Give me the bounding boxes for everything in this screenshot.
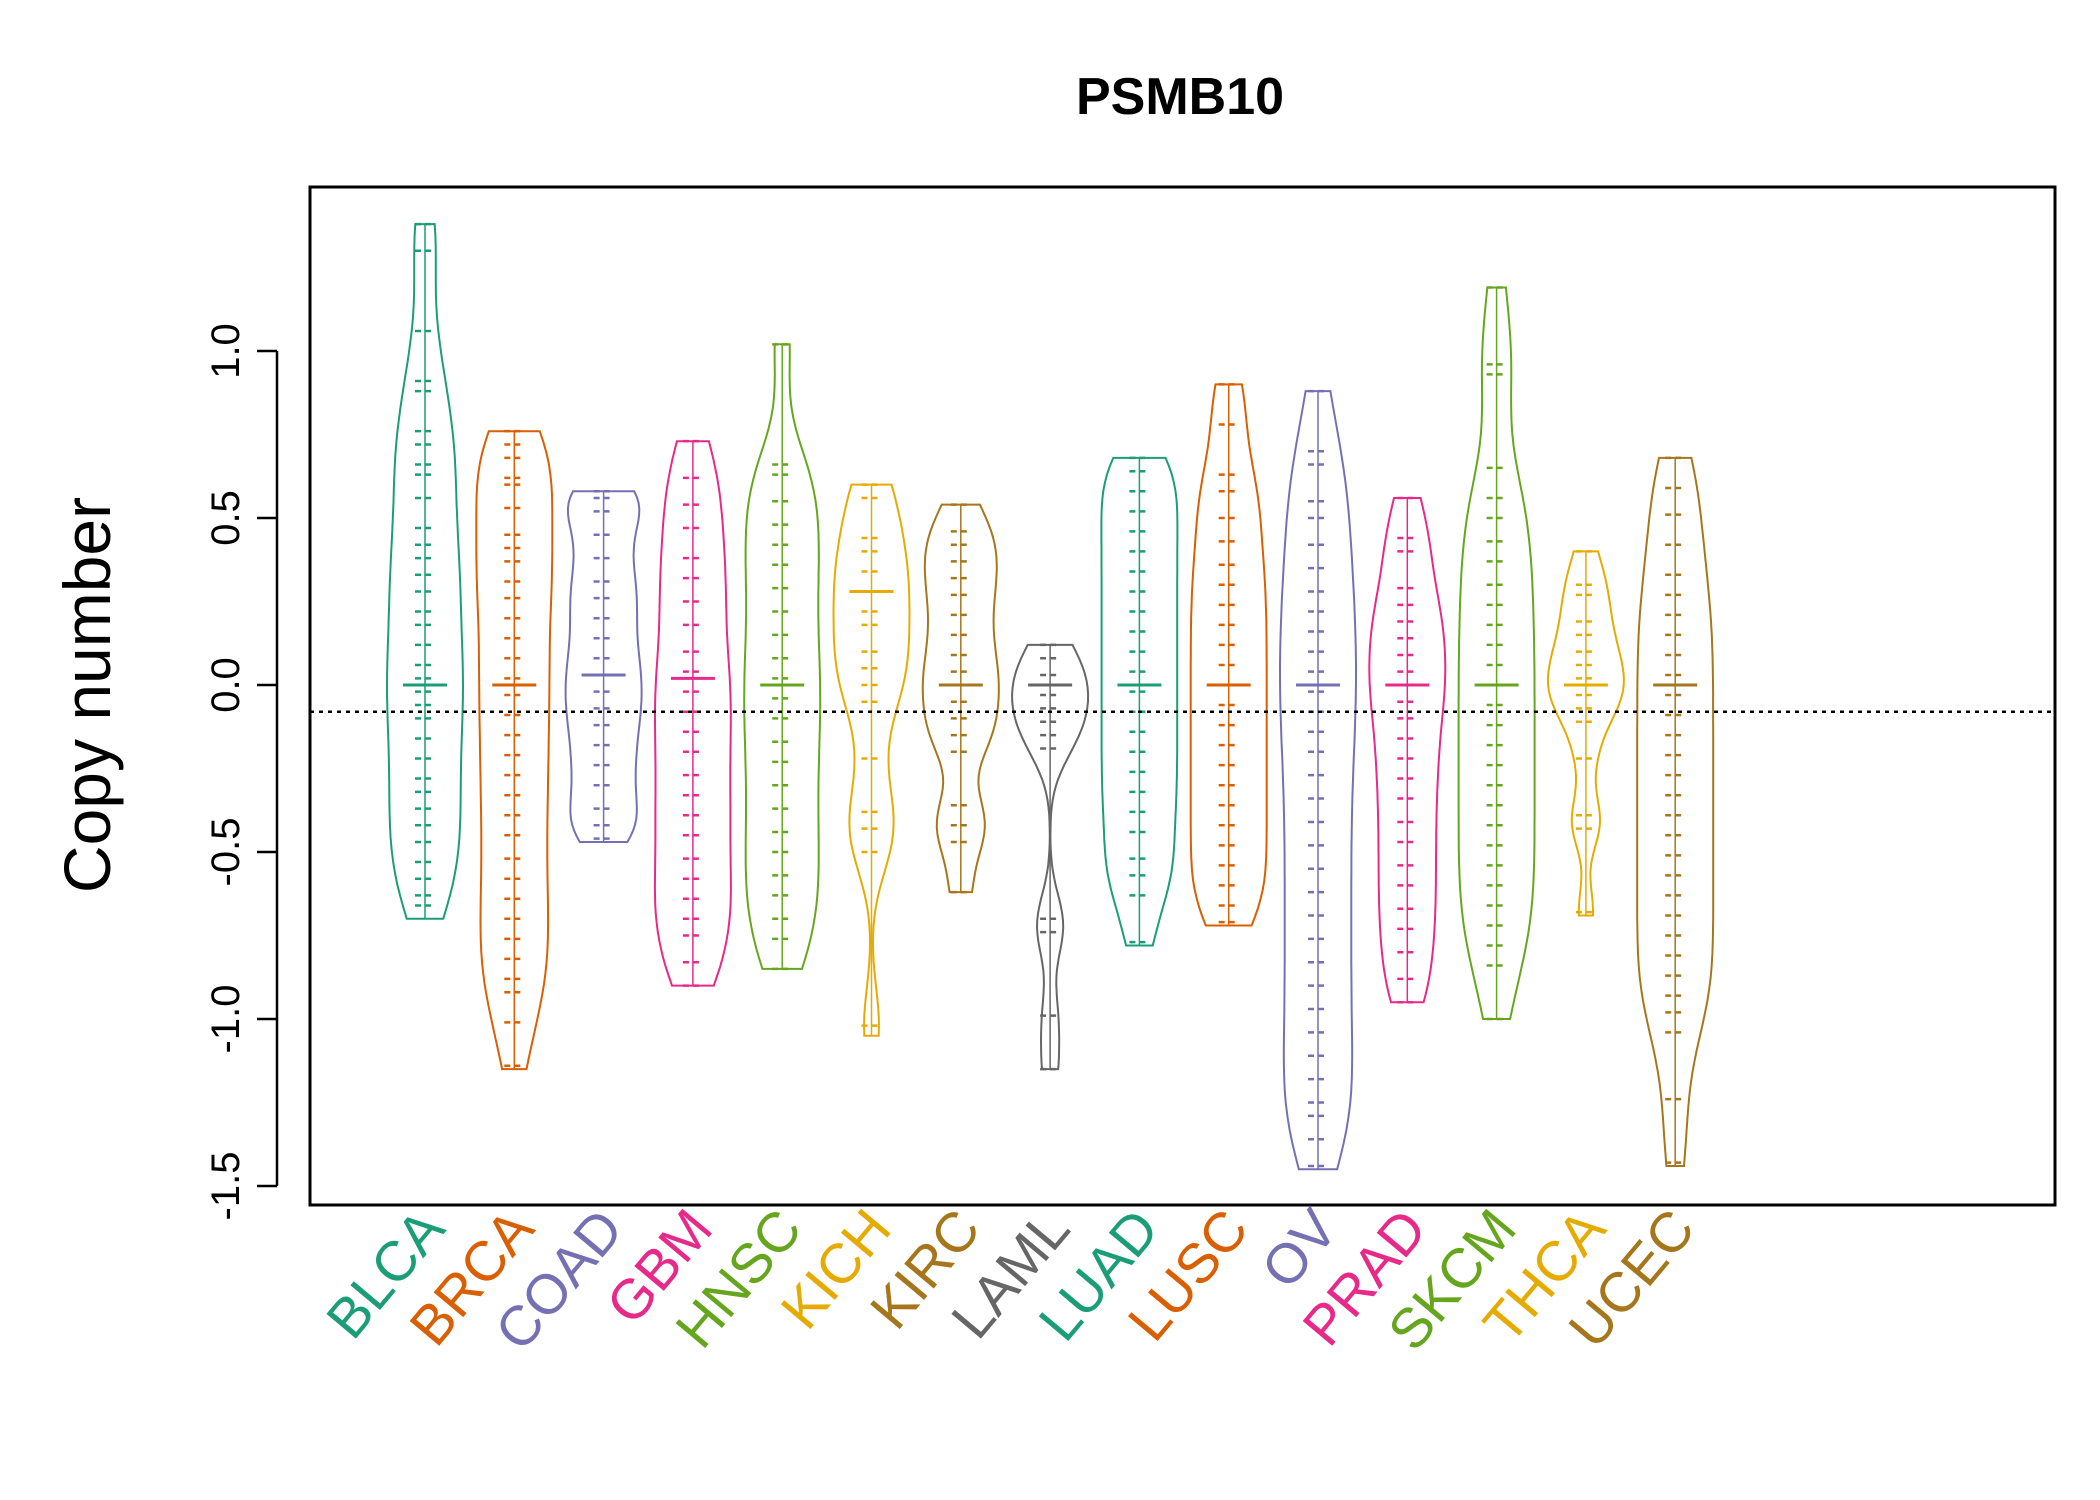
y-tick-label: 1.0 bbox=[204, 323, 248, 379]
y-axis-label: Copy number bbox=[50, 497, 124, 893]
bean-brca bbox=[475, 429, 554, 1071]
bean-laml bbox=[1011, 643, 1090, 1071]
bean-outline bbox=[1189, 383, 1268, 927]
bean-outline bbox=[475, 430, 554, 1071]
bean-luad bbox=[1100, 456, 1179, 947]
bean-lusc bbox=[1189, 383, 1268, 927]
bean-hnsc bbox=[743, 343, 822, 971]
bean-outline bbox=[743, 343, 822, 970]
plot-frame bbox=[308, 185, 2057, 1207]
bean-ov bbox=[1279, 389, 1357, 1171]
bean-blca bbox=[385, 222, 465, 920]
bean-thca bbox=[1546, 550, 1625, 917]
y-tick-label: 0.0 bbox=[204, 657, 248, 713]
bean-outline bbox=[1636, 456, 1715, 1167]
bean-prad bbox=[1368, 496, 1447, 1004]
bean-coad bbox=[564, 490, 643, 843]
bean-skcm bbox=[1457, 286, 1536, 1021]
bean-outline bbox=[1279, 390, 1357, 1171]
bean-outline bbox=[653, 440, 732, 987]
bean-outline bbox=[1100, 456, 1179, 947]
bean-outline bbox=[832, 483, 911, 1037]
bean-kirc bbox=[921, 503, 1000, 894]
y-tick-label: -0.5 bbox=[204, 818, 248, 887]
y-axis: -1.5 -1.0 -0.5 0.0 0.5 1.0 bbox=[204, 323, 279, 1221]
bean-kich bbox=[832, 483, 911, 1037]
bean-ucec bbox=[1636, 456, 1715, 1167]
bean-outline bbox=[1546, 550, 1625, 917]
bean-outline bbox=[921, 503, 1000, 894]
bean-outline bbox=[1368, 497, 1447, 1004]
bean-outline bbox=[564, 490, 643, 843]
x-axis-labels: BLCABRCACOADGBMHNSCKICHKIRCLAMLLUADLUSCO… bbox=[314, 1197, 1706, 1362]
bean-outline bbox=[1457, 286, 1536, 1020]
y-tick-label: 0.5 bbox=[204, 490, 248, 546]
chart-title: PSMB10 bbox=[1076, 68, 1284, 126]
y-tick-label: -1.5 bbox=[204, 1152, 248, 1221]
bean-gbm bbox=[653, 439, 732, 987]
bean-outline bbox=[385, 223, 465, 920]
y-tick-label: -1.0 bbox=[204, 985, 248, 1054]
bean-series bbox=[385, 222, 1715, 1171]
